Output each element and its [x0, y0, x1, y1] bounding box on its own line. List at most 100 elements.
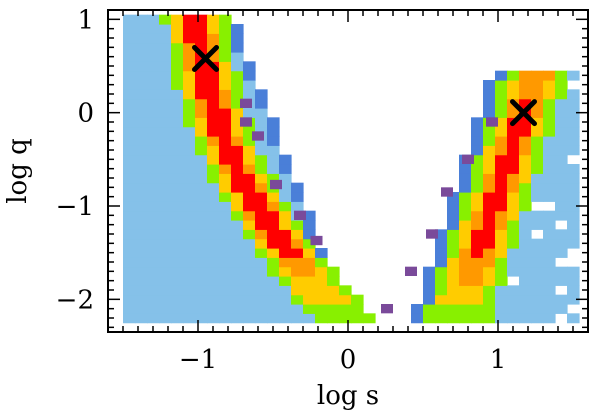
heatmap-cell	[243, 229, 256, 240]
heatmap-cell	[135, 229, 148, 240]
heatmap-cell	[183, 285, 196, 296]
heatmap-cell	[171, 145, 184, 156]
heatmap-cell	[207, 313, 220, 324]
heatmap-cell	[447, 220, 460, 230]
heatmap-cell	[171, 201, 184, 212]
heatmap-cell	[519, 70, 532, 81]
heatmap-cell	[543, 117, 556, 128]
heatmap-cell	[243, 238, 256, 249]
heatmap-cell	[483, 294, 496, 305]
heatmap-cell	[231, 266, 244, 277]
heatmap-cell	[555, 304, 568, 314]
heatmap-cell	[507, 294, 520, 305]
heatmap-cell	[195, 164, 208, 174]
heatmap-cell	[243, 248, 256, 258]
heatmap-cell	[495, 173, 508, 184]
heatmap-cell	[231, 33, 244, 44]
heatmap-cell	[303, 313, 316, 324]
heatmap-cell	[183, 304, 196, 314]
heatmap-cell	[291, 248, 304, 258]
heatmap-cell	[255, 182, 268, 193]
heatmap-cell	[171, 182, 184, 193]
heatmap-cell	[310, 235, 323, 246]
heatmap-cell	[171, 257, 184, 268]
heatmap-cell	[495, 285, 508, 296]
heatmap-cell	[519, 220, 532, 230]
heatmap-cell	[267, 220, 280, 230]
heatmap-cell	[303, 294, 316, 305]
heatmap-cell	[519, 294, 532, 305]
heatmap-cell	[555, 192, 568, 202]
heatmap-cell	[159, 285, 172, 296]
heatmap-cell	[507, 154, 520, 165]
heatmap-cell	[495, 108, 508, 118]
heatmap-cell	[255, 304, 268, 314]
heatmap-cell	[135, 98, 148, 109]
heatmap-cell	[123, 42, 136, 53]
heatmap-cell	[459, 192, 472, 202]
heatmap-cell	[483, 80, 496, 90]
heatmap-cell	[459, 182, 472, 193]
heatmap-cell	[123, 276, 136, 286]
heatmap-cell	[195, 192, 208, 202]
heatmap-cell	[471, 173, 484, 184]
heatmap-cell	[303, 285, 316, 296]
heatmap-cell	[231, 220, 244, 230]
heatmap-cell	[567, 145, 580, 156]
heatmap-cell	[159, 154, 172, 165]
heatmap-cell	[555, 154, 568, 165]
heatmap-cell	[231, 80, 244, 90]
heatmap-cell	[123, 98, 136, 109]
heatmap-cell	[294, 210, 306, 220]
heatmap-cell	[495, 164, 508, 174]
heatmap-cell	[279, 285, 292, 296]
heatmap-cell	[135, 145, 148, 156]
heatmap-cell	[483, 154, 496, 165]
heatmap-cell	[267, 294, 280, 305]
heatmap-cell	[567, 294, 580, 305]
heatmap-cell	[543, 80, 556, 90]
heatmap-cell	[543, 266, 556, 277]
heatmap-cell	[435, 266, 448, 277]
heatmap-cell	[135, 42, 148, 53]
heatmap-cell	[171, 192, 184, 202]
heatmap-cell	[219, 145, 232, 156]
heatmap-cell	[123, 80, 136, 90]
heatmap-cell	[531, 220, 544, 230]
heatmap-cell	[315, 257, 328, 268]
heatmap-cell	[207, 126, 220, 137]
heatmap-cell	[531, 257, 544, 268]
heatmap-cell	[495, 276, 508, 286]
heatmap-cell	[255, 248, 268, 258]
heatmap-cell	[183, 257, 196, 268]
heatmap-cell	[147, 108, 160, 118]
heatmap-cell	[171, 24, 184, 34]
heatmap-cell	[543, 136, 556, 146]
heatmap-cell	[207, 80, 220, 90]
heatmap-cell	[507, 285, 520, 296]
heatmap-cell	[507, 126, 520, 137]
heatmap-cell	[183, 182, 196, 193]
x-tick-label: 1	[490, 345, 507, 375]
heatmap-cell	[207, 201, 220, 212]
heatmap-cell	[159, 304, 172, 314]
heatmap-cell	[459, 266, 472, 277]
heatmap-cell	[195, 220, 208, 230]
heatmap-cell	[471, 201, 484, 212]
heatmap-cell	[543, 248, 556, 258]
heatmap-cell	[495, 154, 508, 165]
heatmap-cell	[255, 229, 268, 240]
heatmap-cell	[147, 70, 160, 81]
heatmap-cell	[219, 201, 232, 212]
heatmap-cell	[240, 117, 252, 127]
heatmap-cell	[219, 136, 232, 146]
y-tick-label: −2	[56, 285, 94, 315]
heatmap-cell	[495, 257, 508, 268]
heatmap-cell	[159, 145, 172, 156]
heatmap-cell	[207, 304, 220, 314]
heatmap-cell	[195, 33, 208, 44]
heatmap-cell	[207, 164, 220, 174]
heatmap-cell	[279, 154, 292, 165]
heatmap-cell	[135, 70, 148, 81]
heatmap-cell	[303, 304, 316, 314]
